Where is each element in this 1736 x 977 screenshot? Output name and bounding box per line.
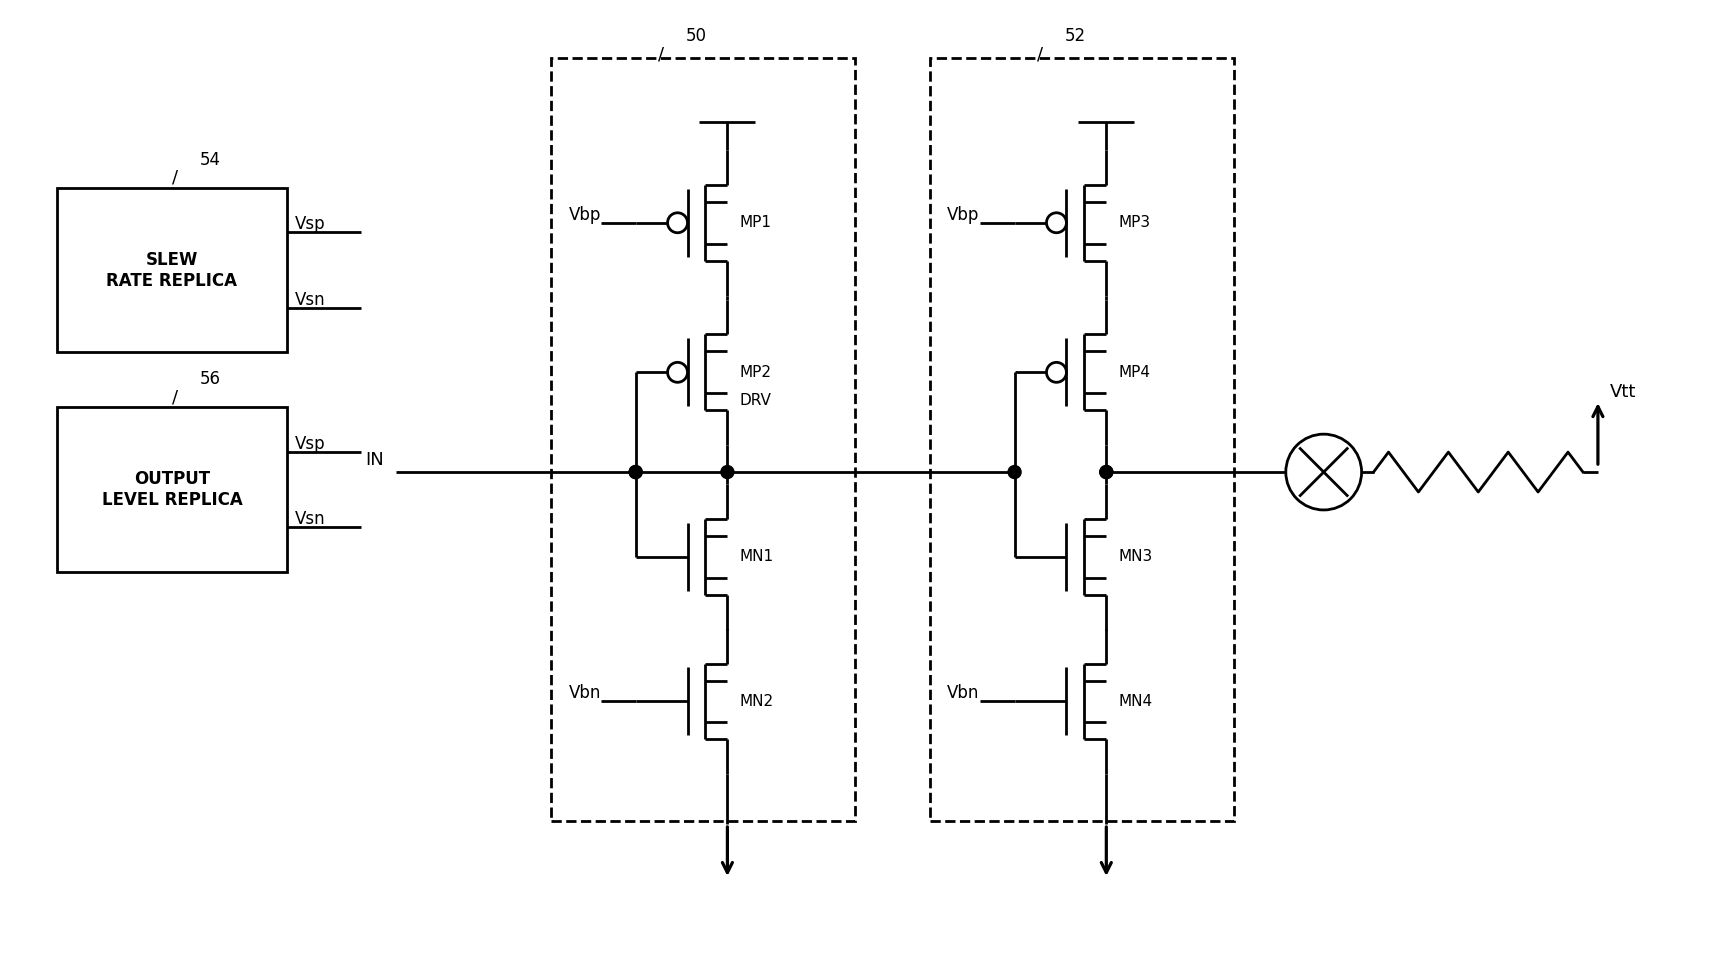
Text: OUTPUT
LEVEL REPLICA: OUTPUT LEVEL REPLICA: [102, 470, 243, 509]
Text: Vtt: Vtt: [1609, 383, 1637, 402]
Text: Vbp: Vbp: [948, 206, 979, 224]
Bar: [550, 59, 856, 821]
Text: SLEW
RATE REPLICA: SLEW RATE REPLICA: [106, 251, 238, 289]
Text: /: /: [172, 169, 179, 187]
Text: Vsp: Vsp: [295, 215, 325, 234]
Text: 54: 54: [200, 150, 220, 169]
Circle shape: [1101, 466, 1113, 479]
Text: DRV: DRV: [740, 393, 771, 407]
Text: IN: IN: [366, 451, 384, 469]
Circle shape: [1009, 466, 1021, 479]
Text: /: /: [658, 45, 663, 64]
Text: Vbn: Vbn: [948, 685, 979, 702]
Circle shape: [628, 466, 642, 479]
Text: Vsn: Vsn: [295, 291, 325, 309]
Text: MN4: MN4: [1118, 694, 1153, 709]
Text: /: /: [172, 388, 179, 406]
Bar: [57, 188, 286, 353]
Text: MN2: MN2: [740, 694, 774, 709]
Text: 52: 52: [1064, 27, 1085, 45]
Bar: [57, 407, 286, 572]
Text: Vbn: Vbn: [568, 685, 601, 702]
Text: MP2: MP2: [740, 364, 771, 380]
Circle shape: [720, 466, 734, 479]
Text: Vbp: Vbp: [568, 206, 601, 224]
Circle shape: [1101, 466, 1113, 479]
Text: MP4: MP4: [1118, 364, 1151, 380]
Text: MN1: MN1: [740, 549, 774, 565]
Text: Vsn: Vsn: [295, 510, 325, 529]
Text: MP1: MP1: [740, 215, 771, 231]
Bar: [930, 59, 1234, 821]
Circle shape: [628, 466, 642, 479]
Text: 50: 50: [686, 27, 707, 45]
Text: Vsp: Vsp: [295, 435, 325, 452]
Text: 56: 56: [200, 370, 220, 388]
Text: MP3: MP3: [1118, 215, 1151, 231]
Text: /: /: [1036, 45, 1043, 64]
Text: MN3: MN3: [1118, 549, 1153, 565]
